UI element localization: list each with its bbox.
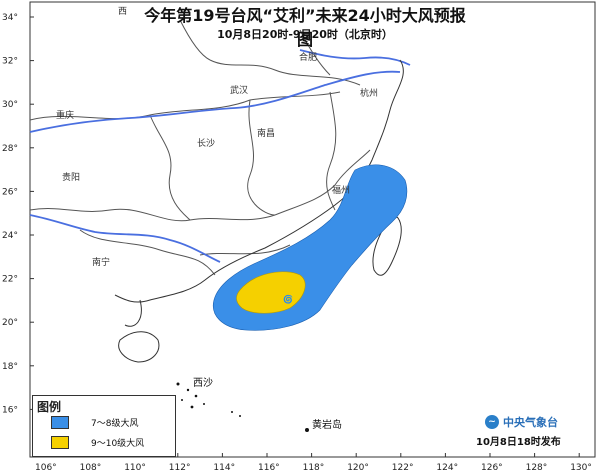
pearl-river — [29, 214, 221, 263]
place-hangzhou: 杭州 — [360, 87, 378, 99]
lat-labels: 34° 32° 30° 28° 26° 24° 22° 20° 18° 16° — [2, 13, 18, 415]
lon-label: 116° — [258, 463, 280, 473]
legend-item-9-10: 9～10级大风 — [51, 436, 144, 449]
lon-label: 128° — [526, 463, 548, 473]
coastline — [114, 59, 404, 363]
legend-item-7-8: 7～8级大风 — [51, 416, 138, 429]
place-xian: 西 — [118, 6, 127, 17]
huangyandao-marker — [305, 428, 309, 432]
huai-river — [299, 49, 411, 66]
place-wuhan: 武汉 — [230, 84, 248, 96]
lon-label: 126° — [481, 463, 503, 473]
issue-time: 10月8日18时发布 — [476, 437, 561, 448]
place-hefei: 合肥 — [299, 51, 317, 63]
lon-label: 122° — [392, 463, 414, 473]
lat-label: 24° — [2, 231, 18, 241]
place-xisha: 西沙 — [193, 377, 213, 389]
org-branding: ~ 中央气象台 — [485, 414, 558, 430]
lon-label: 124° — [436, 463, 458, 473]
lon-label: 130° — [570, 463, 592, 473]
axis-ticks — [30, 16, 580, 457]
lat-label: 22° — [2, 275, 18, 285]
legend-swatch-blue — [51, 416, 69, 429]
map-frame — [29, 1, 596, 458]
legend-title: 图例 — [37, 400, 62, 414]
map-subtitle: 10月8日20时-9日20时（北京时） — [217, 28, 393, 41]
legend: 图例 7～8级大风 9～10级大风 — [32, 395, 176, 457]
place-guiyang: 贵阳 — [62, 171, 80, 183]
lat-label: 20° — [2, 318, 18, 328]
lon-label: 106° — [35, 463, 57, 473]
hainan-island — [118, 331, 160, 363]
lon-labels: 106° 108° 110° 112° 114° 116° 118° 120° 122° 124°… — [35, 463, 592, 473]
org-name: 中央气象台 — [503, 416, 558, 429]
cma-logo-icon: ~ — [485, 415, 499, 429]
place-huangyandao: 黄岩岛 — [312, 418, 342, 431]
typhoon-center-marker: 🌀 — [283, 294, 293, 304]
wind-zone-9-10 — [236, 271, 306, 314]
lat-label: 28° — [2, 144, 18, 154]
rivers — [29, 49, 411, 263]
place-chongqing: 重庆 — [56, 109, 74, 121]
lon-label: 118° — [303, 463, 325, 473]
xisha-islands — [176, 382, 241, 417]
place-nanning: 南宁 — [92, 256, 110, 268]
lat-label: 34° — [2, 13, 18, 23]
place-fuzhou: 福州 — [332, 184, 350, 196]
map-title: 今年第19号台风“艾利”未来24小时大风预报图 — [144, 6, 466, 49]
legend-label-9-10: 9～10级大风 — [91, 439, 145, 449]
lat-label: 32° — [2, 57, 18, 67]
lon-label: 110° — [124, 463, 146, 473]
legend-swatch-yellow — [51, 436, 69, 449]
lon-label: 108° — [80, 463, 102, 473]
lat-label: 16° — [2, 405, 18, 415]
place-nanchang: 南昌 — [257, 127, 275, 139]
place-changsha: 长沙 — [197, 137, 215, 149]
yangtze-river — [29, 70, 401, 133]
lat-label: 18° — [2, 362, 18, 372]
lon-label: 120° — [347, 463, 369, 473]
lon-label: 114° — [213, 463, 235, 473]
lon-label: 112° — [169, 463, 191, 473]
legend-label-7-8: 7～8级大风 — [91, 419, 139, 429]
lat-label: 30° — [2, 100, 18, 110]
lat-label: 26° — [2, 187, 18, 197]
